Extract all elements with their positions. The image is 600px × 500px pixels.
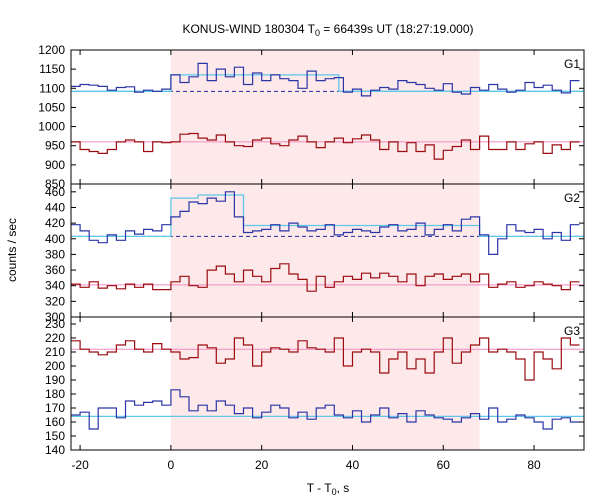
- panel-label-g1: G1: [564, 57, 580, 71]
- y-tick-label: 1150: [39, 62, 65, 76]
- y-tick-label: 220: [45, 331, 65, 345]
- x-tick-label: -20: [71, 458, 89, 472]
- y-tick-label: 150: [45, 429, 65, 443]
- blue-count-rate-histogram: [71, 62, 580, 97]
- y-tick-label: 230: [45, 317, 65, 331]
- x-tick-label: 80: [527, 458, 541, 472]
- chart-title: KONUS-WIND 180304 T0 = 66439s UT (18:27:…: [182, 22, 473, 38]
- y-tick-label: 140: [45, 443, 65, 457]
- panel-series: [71, 62, 584, 160]
- red-count-rate-histogram: [71, 132, 580, 160]
- y-tick-label: 1050: [38, 100, 65, 114]
- panel-g1: 850 900 950 1000 1050 1100 1150 1200 G1: [38, 43, 585, 191]
- panel-label-g2: G2: [564, 191, 580, 205]
- y-tick-label: 380: [45, 247, 65, 261]
- panel-label-g3: G3: [564, 324, 580, 338]
- y-tick-label: 190: [45, 373, 65, 387]
- x-tick-label: 20: [255, 458, 269, 472]
- y-tick-label: 950: [45, 139, 65, 153]
- y-tick-label: 340: [45, 279, 65, 293]
- shaded-interval: [170, 317, 480, 450]
- red-count-rate-histogram: [71, 337, 580, 381]
- y-tick-label: 1000: [38, 120, 65, 134]
- blue-count-rate-histogram: [71, 389, 580, 430]
- panel-frame: [70, 316, 585, 451]
- y-tick-label: 850: [45, 177, 65, 191]
- shaded-interval: [170, 184, 480, 317]
- y-tick-label: 360: [45, 263, 65, 277]
- x-tick-label: 40: [346, 458, 360, 472]
- y-tick-label: 900: [45, 158, 65, 172]
- y-tick-label: 1200: [38, 43, 65, 57]
- y-tick-label: 300: [45, 310, 65, 324]
- y-tick-label: 440: [45, 200, 65, 214]
- x-tick-label: 60: [437, 458, 451, 472]
- y-axis-label: counts / sec: [5, 218, 19, 282]
- red-count-rate-histogram: [71, 263, 580, 292]
- y-tick-label: 460: [45, 185, 65, 199]
- y-tick-label: 160: [45, 415, 65, 429]
- shaded-interval: [170, 50, 480, 184]
- y-tick-label: 420: [45, 216, 65, 230]
- y-tick-label: 200: [45, 359, 65, 373]
- y-tick-label: 400: [45, 232, 65, 246]
- x-axis-label: T - T0, s: [307, 481, 350, 497]
- y-tick-label: 170: [45, 401, 65, 415]
- y-tick-label: 180: [45, 387, 65, 401]
- panel-series: [71, 337, 584, 430]
- panels-group: 850 900 950 1000 1050 1100 1150 1200 G1 300 320340…: [38, 43, 585, 472]
- blue-count-rate-histogram: [71, 191, 580, 255]
- panel-series: [71, 191, 584, 292]
- y-tick-label: 210: [45, 345, 65, 359]
- x-tick-label: 0: [168, 458, 175, 472]
- y-tick-label: 320: [45, 294, 65, 308]
- y-tick-label: 1100: [39, 81, 65, 95]
